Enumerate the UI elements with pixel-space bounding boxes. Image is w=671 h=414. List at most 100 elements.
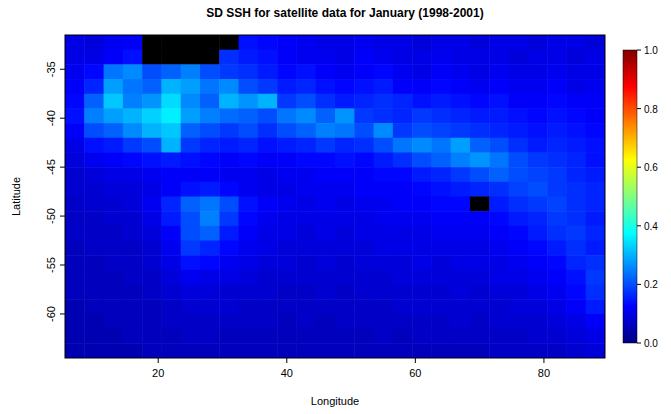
- cell: [509, 79, 529, 94]
- cell: [104, 197, 124, 212]
- cell: [181, 197, 201, 212]
- cell: [200, 79, 220, 94]
- cell: [142, 329, 162, 344]
- cell: [431, 314, 451, 329]
- cell: [354, 79, 374, 94]
- cell: [181, 255, 201, 270]
- cell: [219, 299, 239, 314]
- cell: [181, 182, 201, 197]
- cell: [354, 152, 374, 167]
- cell: [374, 270, 394, 285]
- land-cell: [142, 35, 162, 50]
- cell: [142, 343, 162, 358]
- cell: [412, 241, 432, 256]
- cell: [239, 108, 259, 123]
- cell: [412, 35, 432, 50]
- cell: [354, 167, 374, 182]
- cell: [258, 35, 278, 50]
- cell: [65, 270, 85, 285]
- cell: [509, 241, 529, 256]
- cell: [489, 152, 509, 167]
- cell: [277, 138, 297, 153]
- cell: [547, 329, 567, 344]
- cell: [431, 255, 451, 270]
- cell: [316, 167, 336, 182]
- cell: [123, 35, 143, 50]
- cell: [393, 343, 413, 358]
- cell: [509, 108, 529, 123]
- cell: [142, 138, 162, 153]
- cell: [123, 123, 143, 138]
- cell: [489, 270, 509, 285]
- cell: [258, 197, 278, 212]
- cell: [277, 197, 297, 212]
- cell: [566, 329, 586, 344]
- cell: [65, 197, 85, 212]
- cell: [566, 94, 586, 109]
- cell: [354, 226, 374, 241]
- land-cell: [200, 35, 220, 50]
- cell: [277, 94, 297, 109]
- cell: [181, 270, 201, 285]
- cell: [509, 255, 529, 270]
- cell: [142, 182, 162, 197]
- cell: [219, 255, 239, 270]
- cell: [374, 64, 394, 79]
- cell: [239, 211, 259, 226]
- cell: [566, 197, 586, 212]
- cell: [84, 329, 104, 344]
- cell: [181, 285, 201, 300]
- cell: [142, 79, 162, 94]
- x-tick: [286, 358, 287, 363]
- cell: [219, 226, 239, 241]
- cell: [258, 299, 278, 314]
- cell: [586, 152, 605, 167]
- y-tick-label: -35: [45, 61, 57, 77]
- cell: [528, 343, 548, 358]
- cell: [354, 285, 374, 300]
- cell: [586, 79, 605, 94]
- cell: [142, 270, 162, 285]
- cell: [566, 123, 586, 138]
- cell: [393, 138, 413, 153]
- cell: [509, 211, 529, 226]
- cell: [393, 314, 413, 329]
- cell: [335, 226, 355, 241]
- cell: [335, 35, 355, 50]
- cell: [393, 182, 413, 197]
- cell: [316, 79, 336, 94]
- cell: [200, 226, 220, 241]
- colorbar-tick: [637, 284, 641, 285]
- cell: [219, 79, 239, 94]
- cell: [374, 211, 394, 226]
- cell: [412, 182, 432, 197]
- cell: [547, 123, 567, 138]
- cell: [412, 94, 432, 109]
- cell: [104, 270, 124, 285]
- cell: [393, 255, 413, 270]
- cell: [509, 343, 529, 358]
- cell: [65, 329, 85, 344]
- cell: [219, 123, 239, 138]
- cell: [586, 182, 605, 197]
- cell: [586, 270, 605, 285]
- cell: [142, 211, 162, 226]
- cell: [161, 94, 181, 109]
- x-tick: [158, 358, 159, 363]
- cell: [84, 270, 104, 285]
- cell: [528, 108, 548, 123]
- cell: [566, 50, 586, 65]
- cell: [104, 79, 124, 94]
- cell: [547, 182, 567, 197]
- cell: [412, 108, 432, 123]
- cell: [239, 123, 259, 138]
- cell: [489, 241, 509, 256]
- cell: [123, 241, 143, 256]
- colorbar-tick-label: 1.0: [644, 45, 658, 56]
- cell: [335, 152, 355, 167]
- cell: [200, 138, 220, 153]
- cell: [239, 79, 259, 94]
- cell: [374, 329, 394, 344]
- cell: [335, 270, 355, 285]
- cell: [277, 79, 297, 94]
